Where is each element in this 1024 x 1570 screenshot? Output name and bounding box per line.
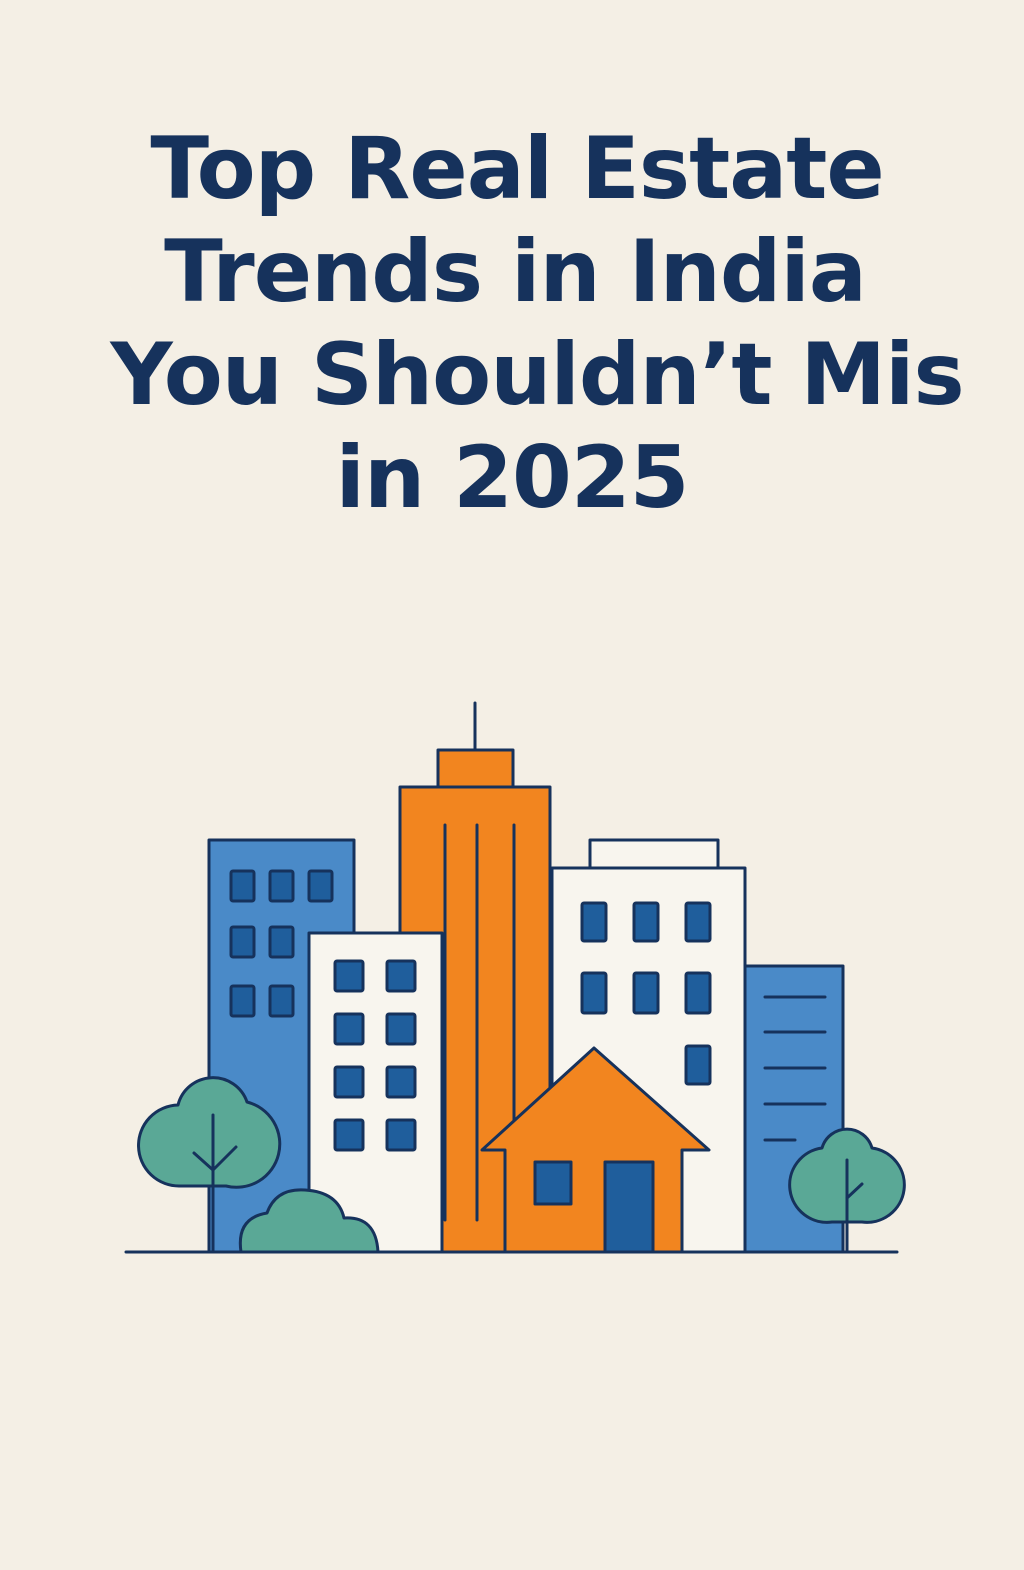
city-skyline-illustration (124, 701, 906, 1254)
orange-house (480, 1046, 711, 1254)
title-line-3: You Shouldn’t Mis (110, 325, 964, 425)
page-title: Top Real Estate Trends in India You Shou… (0, 118, 1024, 530)
bush (238, 1188, 380, 1254)
right-tree (788, 1127, 906, 1254)
title-line-4: in 2025 (335, 428, 690, 528)
left-tree (137, 1076, 282, 1254)
title-line-1: Top Real Estate (150, 119, 884, 219)
title-line-2: Trends in India (164, 222, 867, 322)
